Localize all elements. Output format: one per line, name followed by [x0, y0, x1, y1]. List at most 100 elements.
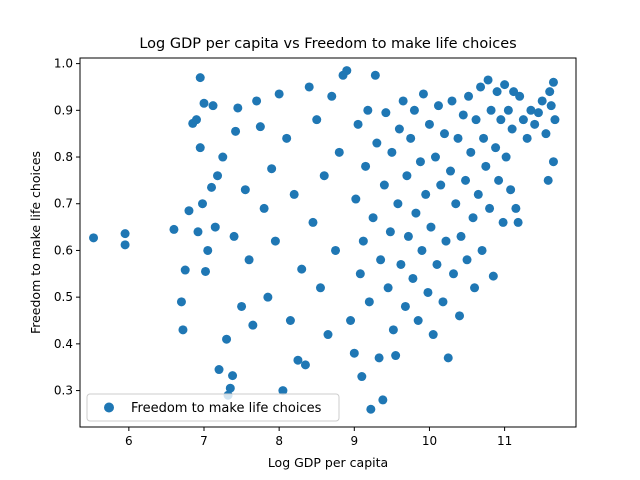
data-point: [391, 351, 401, 361]
data-point: [491, 143, 501, 153]
data-point: [543, 175, 553, 185]
data-point: [180, 265, 190, 275]
x-tick-label: 7: [200, 434, 208, 448]
data-point: [501, 152, 511, 162]
data-point: [198, 199, 207, 209]
y-tick-label: 1.0: [54, 57, 73, 71]
data-point: [400, 301, 410, 311]
x-tick-label: 8: [275, 434, 283, 448]
data-point: [214, 365, 224, 375]
data-point: [462, 255, 472, 265]
data-point: [522, 133, 532, 143]
y-tick-label: 0.7: [54, 197, 73, 211]
data-point: [351, 194, 361, 204]
data-point: [393, 199, 403, 209]
data-point: [376, 255, 386, 265]
data-point: [455, 311, 465, 321]
data-point: [315, 283, 325, 293]
data-point: [213, 171, 223, 181]
data-point: [358, 236, 368, 246]
data-point: [533, 108, 543, 118]
data-point: [368, 213, 378, 223]
data-point: [446, 166, 455, 176]
data-point: [423, 287, 433, 297]
y-tick-label: 0.9: [54, 103, 73, 117]
y-tick-label: 0.6: [54, 243, 73, 257]
data-point: [372, 138, 382, 148]
data-point: [210, 222, 220, 232]
data-point: [195, 73, 205, 83]
data-point: [515, 91, 525, 101]
data-point: [417, 245, 427, 255]
data-point: [541, 129, 551, 139]
data-point: [289, 189, 299, 199]
data-point: [346, 316, 356, 325]
data-points: [89, 66, 560, 414]
data-point: [195, 143, 205, 153]
data-point: [222, 334, 232, 344]
x-axis-label: Log GDP per capita: [268, 455, 388, 470]
y-tick-label: 0.3: [54, 384, 73, 398]
data-point: [191, 115, 201, 125]
data-point: [492, 87, 502, 97]
data-point: [193, 227, 203, 237]
data-point: [485, 203, 495, 213]
data-point: [456, 231, 466, 241]
data-point: [248, 320, 258, 330]
data-point: [530, 119, 540, 129]
data-point: [413, 316, 423, 325]
y-tick-label: 0.5: [54, 290, 73, 304]
data-point: [178, 325, 188, 335]
data-point: [233, 103, 243, 113]
data-point: [441, 236, 451, 246]
plot-frame: [79, 57, 577, 428]
data-point: [408, 273, 418, 283]
legend-label: Freedom to make life choices: [131, 401, 322, 416]
data-point: [537, 96, 547, 106]
data-point: [361, 161, 371, 171]
legend-box: [86, 393, 340, 422]
data-point: [342, 66, 352, 76]
data-point: [267, 164, 277, 174]
data-point: [411, 208, 421, 218]
data-point: [545, 87, 555, 97]
y-tick-label: 0.4: [54, 337, 73, 351]
data-point: [449, 269, 458, 279]
data-point: [285, 316, 295, 325]
data-point: [443, 353, 453, 363]
data-point: [550, 115, 560, 125]
data-point: [471, 115, 481, 125]
data-point: [184, 206, 194, 216]
data-point: [385, 227, 395, 237]
data-point: [511, 203, 521, 213]
data-point: [486, 105, 496, 115]
data-point: [229, 231, 239, 241]
data-point: [357, 372, 367, 382]
data-point: [203, 245, 213, 255]
data-point: [468, 213, 478, 223]
data-point: [403, 231, 413, 241]
data-point: [225, 383, 235, 393]
data-point: [496, 115, 506, 125]
data-point: [255, 122, 265, 132]
x-tick-label: 10: [422, 434, 437, 448]
data-point: [331, 245, 341, 255]
data-point: [370, 70, 380, 80]
data-point: [494, 175, 504, 185]
data-point: [327, 91, 337, 101]
data-point: [398, 96, 408, 106]
data-point: [409, 105, 419, 115]
data-point: [451, 199, 461, 209]
data-point: [201, 266, 210, 276]
data-point: [481, 161, 491, 171]
data-point: [381, 108, 391, 118]
data-point: [297, 264, 307, 274]
data-point: [503, 105, 513, 115]
data-point: [231, 126, 241, 136]
data-point: [387, 147, 397, 157]
data-point: [548, 77, 558, 87]
data-point: [244, 255, 254, 265]
data-point: [518, 115, 528, 125]
data-point: [334, 147, 344, 157]
data-point: [461, 175, 471, 185]
